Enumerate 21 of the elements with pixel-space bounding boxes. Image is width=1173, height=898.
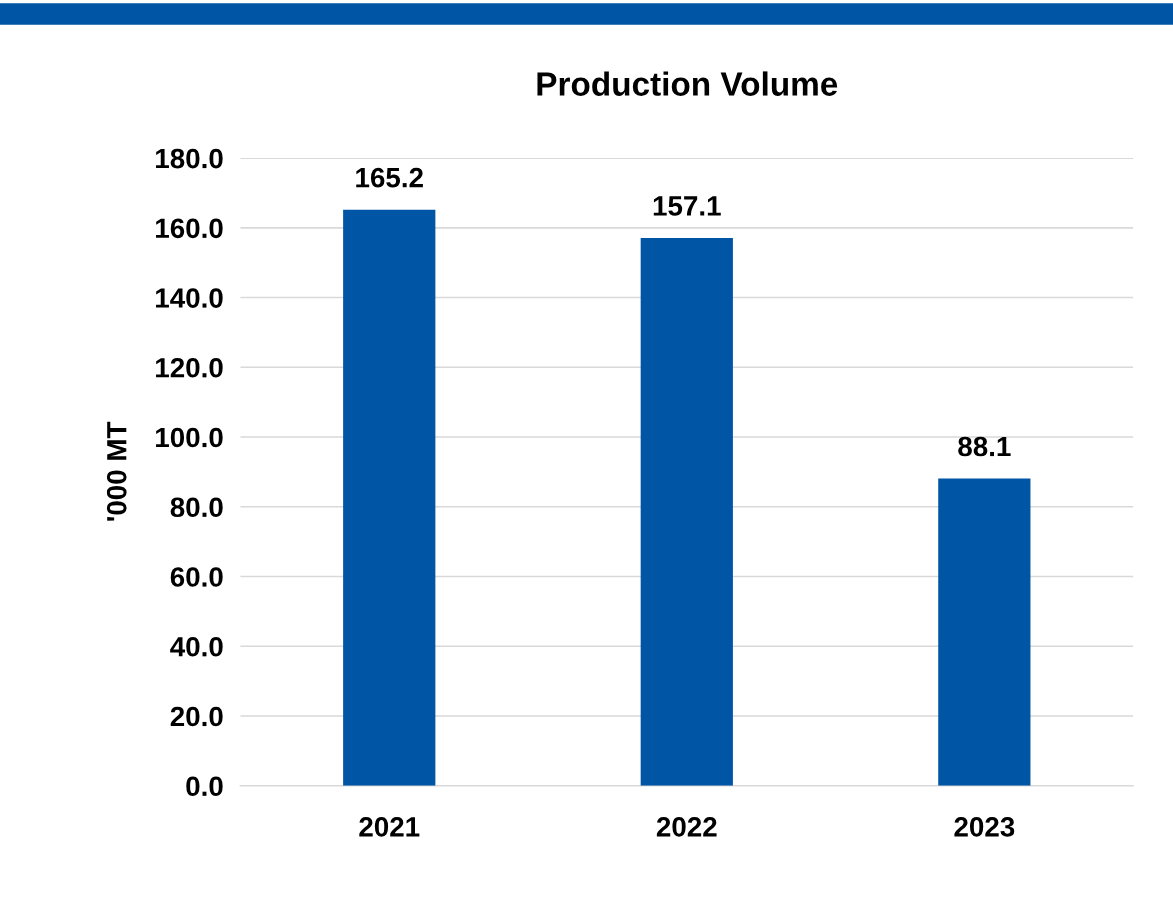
y-tick-label: 100.0 [156, 427, 223, 448]
chart-title: Production Volume [537, 71, 838, 96]
bar [640, 237, 733, 786]
bar [343, 209, 436, 786]
y-tick-label: 120.0 [156, 357, 223, 378]
y-axis-title: '000 MT [106, 421, 127, 521]
data-label: 157.1 [653, 196, 721, 216]
y-tick-label: 80.0 [170, 497, 223, 518]
y-tick-label: 60.0 [170, 567, 223, 587]
bar [938, 478, 1031, 786]
x-tick-label: 2023 [954, 817, 1015, 837]
y-tick-label: 40.0 [170, 636, 223, 657]
x-tick-label: 2021 [359, 817, 420, 837]
x-tick-label: 2022 [656, 817, 717, 837]
data-label: 88.1 [958, 436, 1011, 457]
y-tick-label: 180.0 [156, 148, 223, 169]
y-tick-label: 0.0 [186, 776, 223, 797]
y-tick-label: 140.0 [156, 288, 223, 308]
data-label: 165.2 [356, 167, 423, 188]
y-tick-label: 160.0 [156, 218, 223, 239]
y-tick-label: 20.0 [170, 706, 223, 727]
